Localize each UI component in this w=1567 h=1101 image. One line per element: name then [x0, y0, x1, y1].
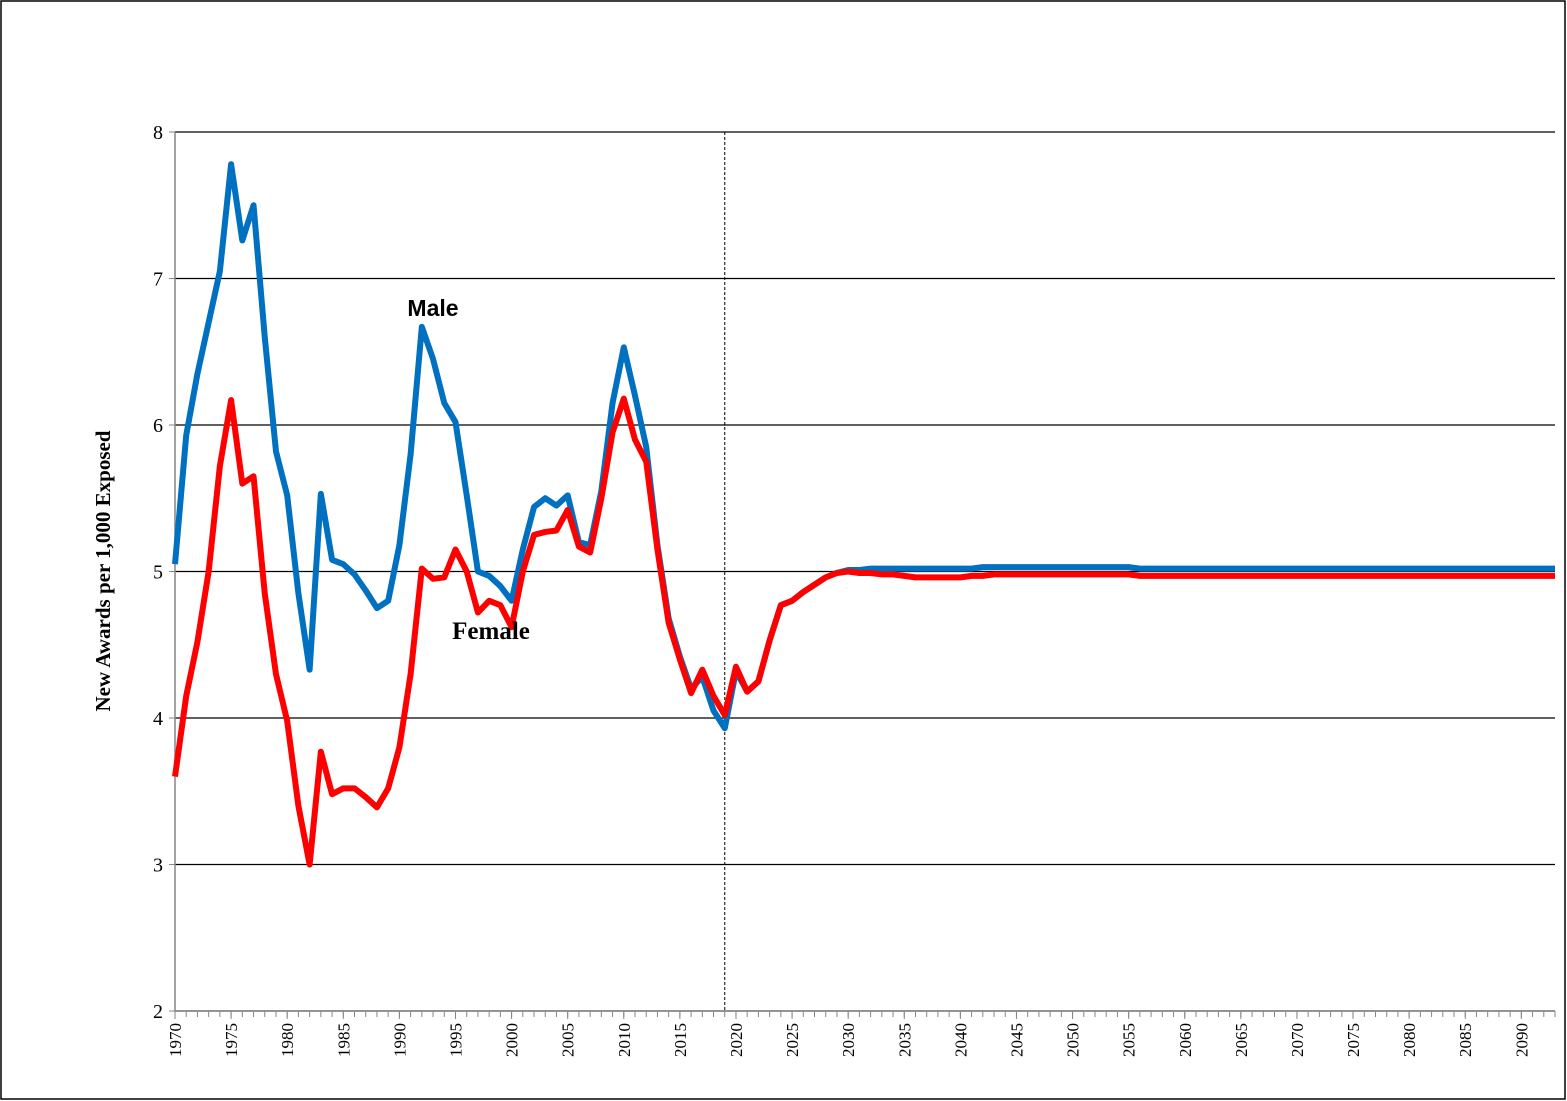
y-tick-label: 4 — [153, 708, 163, 730]
x-tick-label: 1970 — [166, 1023, 185, 1057]
series-label: Female — [452, 618, 530, 645]
y-tick-label: 5 — [153, 562, 163, 584]
x-tick-label: 2030 — [839, 1023, 858, 1057]
x-tick-label: 1980 — [278, 1023, 297, 1057]
x-tick-label: 2020 — [727, 1023, 746, 1057]
x-tick-label: 2080 — [1400, 1023, 1419, 1057]
x-tick-label: 1990 — [390, 1023, 409, 1057]
x-tick-label: 2000 — [503, 1023, 522, 1057]
series-line — [172, 161, 1555, 732]
series-label: Male — [407, 295, 458, 321]
y-tick-label: 3 — [153, 855, 163, 877]
x-tick-label: 2025 — [783, 1023, 802, 1057]
x-tick-label: 2085 — [1456, 1023, 1475, 1057]
x-tick-label: 2075 — [1344, 1023, 1363, 1057]
x-tick-label: 1975 — [222, 1023, 241, 1057]
y-tick-label: 6 — [153, 415, 163, 437]
x-tick-label: 2065 — [1232, 1023, 1251, 1057]
y-tick-label: 7 — [153, 269, 163, 291]
x-tick-label: 2060 — [1176, 1023, 1195, 1057]
x-tick-label: 2090 — [1512, 1023, 1531, 1057]
y-tick-label: 2 — [153, 1001, 163, 1023]
x-tick-label: 2050 — [1064, 1023, 1083, 1057]
x-tick-label: 1995 — [446, 1023, 465, 1057]
x-tick-label: 2070 — [1288, 1023, 1307, 1057]
y-axis-title: New Awards per 1,000 Exposed — [91, 430, 115, 711]
x-tick-label: 2045 — [1007, 1023, 1026, 1057]
x-tick-label: 2005 — [559, 1023, 578, 1057]
x-tick-label: 2015 — [671, 1023, 690, 1057]
x-tick-label: 2010 — [615, 1023, 634, 1057]
x-tick-label: 1985 — [334, 1023, 353, 1057]
x-tick-label: 2055 — [1120, 1023, 1139, 1057]
x-tick-label: 2035 — [895, 1023, 914, 1057]
x-tick-label: 2040 — [951, 1023, 970, 1057]
plot-area: 2 3 4 5 6 7 8 1970 1975 1980 1985 1990 1995 2000 2005 2… — [153, 122, 1556, 1057]
series-line — [172, 395, 1555, 868]
y-tick-label: 8 — [153, 122, 163, 144]
